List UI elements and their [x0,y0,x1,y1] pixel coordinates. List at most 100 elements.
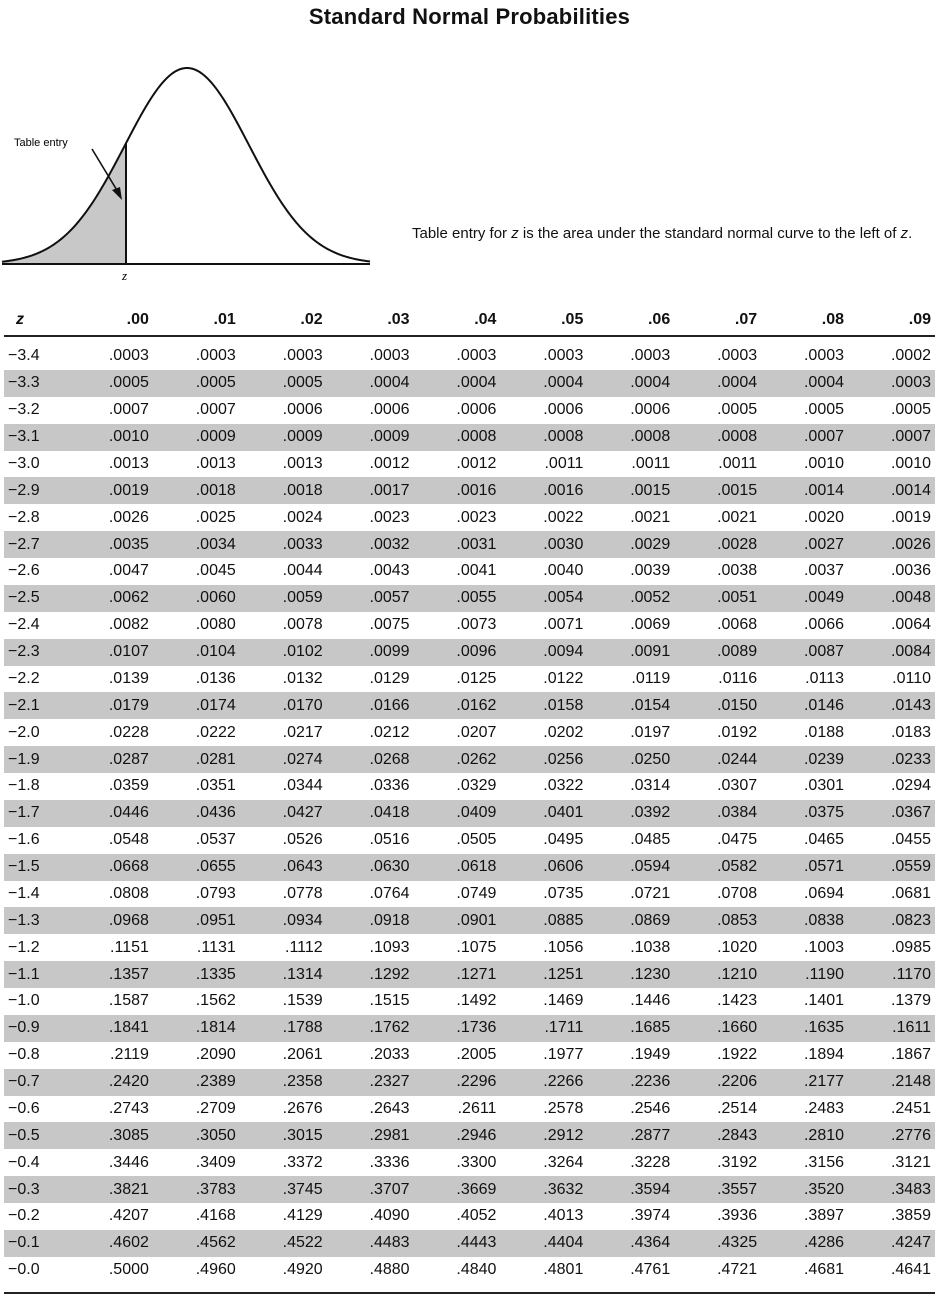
probability-cell: .0004 [587,369,675,397]
probability-cell: .0793 [195,884,236,902]
probability-cell: .0212 [369,723,410,741]
probability-cell: .1038 [630,938,671,956]
probability-cell: .0018 [152,477,240,505]
z-value-cell: −3.0 [8,454,40,472]
table-entry-label: Table entry [14,137,68,149]
probability-cell: .4721 [717,1261,758,1279]
probability-cell: .1814 [152,1014,240,1042]
probability-cell: .1357 [66,961,153,988]
probability-cell: .4404 [500,1229,588,1257]
probability-cell: .0104 [152,638,240,666]
probability-cell: .1251 [500,961,588,988]
probability-cell: .0838 [761,907,849,935]
table-row: −0.7.2420.2389.2358.2327.2296.2266.2236.… [4,1068,935,1096]
table-row: −1.1.1357.1335.1314.1292.1271.1251.1230.… [4,961,935,988]
probability-cell: .2776 [848,1122,935,1150]
probability-cell: .2843 [674,1122,762,1150]
probability-cell: .0465 [803,831,845,849]
probability-cell: .3409 [195,1153,236,1171]
probability-cell: .0045 [195,562,236,580]
probability-cell: .5000 [108,1261,149,1279]
probability-cell: .1894 [803,1046,845,1064]
probability-cell: .0047 [108,562,149,580]
z-value-cell: −3.4 [8,347,40,365]
probability-cell: .3859 [890,1207,931,1225]
probability-cell: .1401 [803,992,845,1010]
probability-cell: .0003 [195,347,236,365]
probability-cell: .2389 [152,1068,240,1096]
probability-cell: .3336 [369,1153,410,1171]
probability-cell: .3156 [803,1153,845,1171]
probability-cell: .2912 [500,1122,588,1150]
probability-cell: .0068 [717,616,758,634]
probability-cell: .1003 [803,938,845,956]
probability-cell: .0052 [587,584,675,612]
table-body: −3.4.0003.0003.0003.0003.0003.0003.0003.… [4,336,935,1284]
probability-cell: .0082 [108,616,149,634]
z-value-cell: −0.7 [4,1068,66,1096]
table-row: −1.5.0668.0655.0643.0630.0618.0606.0594.… [4,853,935,881]
probability-cell: .0764 [369,884,410,902]
probability-cell: .0013 [195,454,236,472]
table-row: −3.0 .0013 .0013 .0013 .0012 .0012 .0011 .0011.… [4,451,935,478]
probability-cell: .1271 [413,961,501,988]
table-row: −2.2 .0139 .0136 .0132 .0129 .0125 .0122 .0119.… [4,666,935,693]
probability-cell: .0073 [456,616,497,634]
z-value-cell: −1.6 [8,831,40,849]
figure-caption: Table entry for z is the area under the … [412,225,913,242]
probability-cell: .2236 [587,1068,675,1096]
probability-cell: .0166 [326,692,414,720]
probability-cell: .0003 [369,347,410,365]
probability-cell: .0024 [282,508,323,526]
probability-cell: .0375 [761,799,849,827]
table-row: −3.4 .0003 .0003 .0003 .0003 .0003 .0003 .0003.… [4,336,935,370]
probability-cell: .0007 [195,401,236,419]
probability-cell: .0188 [803,723,845,741]
probability-cell: .0262 [413,746,501,773]
probability-cell: .0192 [717,723,758,741]
probability-cell: .4364 [587,1229,675,1257]
probability-cell: .0749 [456,884,497,902]
probability-cell: .0002 [890,347,931,365]
z-value-cell: −2.3 [4,638,66,666]
table-row: −1.8 .0359 .0351 .0344 .0336 .0329 .0322 .0314.… [4,773,935,800]
z-value-cell: −1.4 [8,884,40,902]
table-row: −2.1.0179.0174.0170.0166.0162.0158.0154.… [4,692,935,720]
probability-cell: .1539 [282,992,323,1010]
probability-cell: .0401 [500,799,588,827]
probability-cell: .0322 [543,777,584,795]
probability-cell: .0049 [761,584,849,612]
probability-cell: .3050 [152,1122,240,1150]
probability-cell: .0004 [500,369,588,397]
probability-cell: .0004 [674,369,762,397]
probability-cell: .0179 [66,692,153,720]
probability-cell: .1292 [326,961,414,988]
probability-cell: .1379 [890,992,931,1010]
probability-cell: .0351 [195,777,236,795]
z-value-cell: −0.0 [8,1261,40,1279]
z-axis-label: z [121,268,127,283]
probability-cell: .0011 [631,454,671,472]
probability-cell: .2148 [848,1068,935,1096]
probability-cell: .0019 [890,508,931,526]
probability-cell: .0268 [326,746,414,773]
probability-cell: .2611 [457,1099,497,1117]
probability-cell: .0091 [587,638,675,666]
probability-cell: .0359 [108,777,149,795]
probability-cell: .4761 [630,1261,671,1279]
probability-cell: .0029 [587,531,675,558]
probability-cell: .0516 [369,831,410,849]
column-header: .01 [152,305,240,337]
table-row: −0.9.1841.1814.1788.1762.1736.1711.1685.… [4,1014,935,1042]
z-value-cell: −0.2 [8,1207,40,1225]
probability-cell: .3015 [239,1122,327,1150]
probability-cell: .0136 [195,669,236,687]
probability-cell: .0003 [543,347,584,365]
probability-cell: .0239 [761,746,849,773]
probability-cell: .2676 [282,1099,323,1117]
table-row: −2.4 .0082 .0080 .0078 .0075 .0073 .0071 .0069.… [4,612,935,639]
table-row: −1.0 .1587 .1562 .1539 .1515 .1492 .1469 .1446.… [4,988,935,1015]
z-value-cell: −0.1 [4,1229,66,1257]
probability-cell: .0139 [108,669,149,687]
probability-cell: .0004 [761,369,849,397]
